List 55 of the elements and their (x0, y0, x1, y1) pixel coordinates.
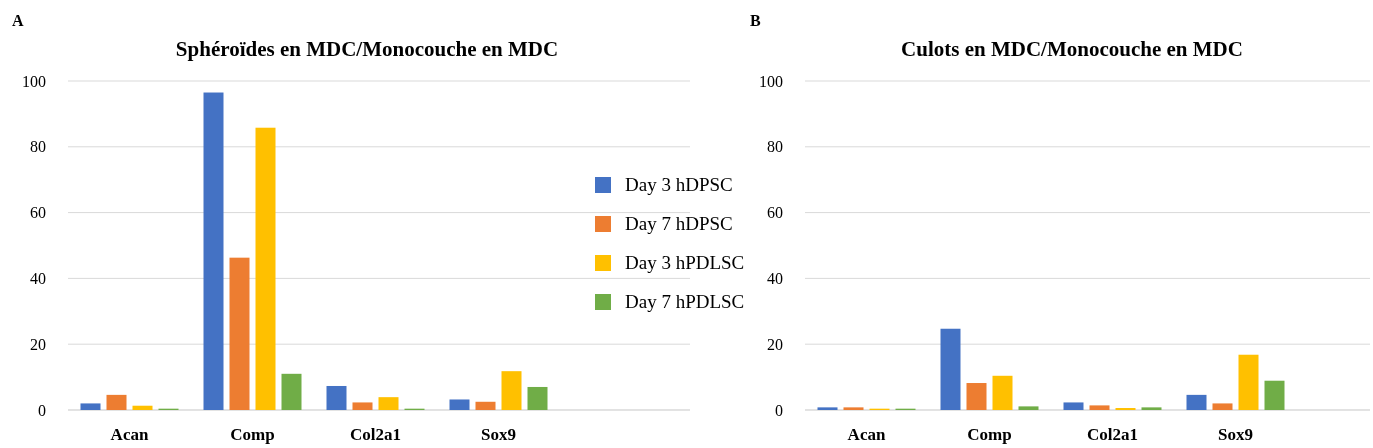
y-tick-label: 80 (30, 138, 46, 156)
bar (352, 402, 373, 410)
chart-title: Sphéroïdes en MDC/Monocouche en MDC (175, 37, 559, 61)
y-tick-label: 20 (30, 335, 46, 353)
y-tick-label: 60 (30, 204, 46, 222)
legend-label: Day 3 hDPSC (625, 174, 733, 195)
y-tick-label: 20 (767, 335, 783, 353)
x-tick-label: Col2a1 (1087, 425, 1138, 445)
bar (326, 385, 347, 410)
text: B (750, 12, 761, 29)
legend-label: Day 3 hPDLSC (625, 252, 745, 273)
bar (1212, 403, 1233, 410)
bar (817, 407, 838, 410)
bar (449, 399, 470, 410)
y-tick-label: 0 (38, 401, 46, 419)
bar (475, 401, 496, 410)
bar (1238, 354, 1259, 410)
y-tick-label: 100 (22, 72, 46, 90)
y-tick-label: 100 (759, 72, 783, 90)
y-tick-label: 40 (767, 270, 783, 288)
bar (106, 394, 127, 410)
legend-label: Day 7 hDPSC (625, 213, 733, 234)
bar (1018, 406, 1039, 410)
bar (1186, 394, 1207, 410)
y-tick-label: 60 (767, 204, 783, 222)
bar (281, 373, 302, 410)
bar (1141, 407, 1162, 410)
bar (1063, 402, 1084, 410)
x-tick-label: Comp (967, 425, 1012, 445)
x-tick-label: Comp (230, 425, 275, 445)
bar (1264, 380, 1285, 410)
chart-title: Culots en MDC/Monocouche en MDC (901, 37, 1243, 61)
x-tick-label: Sox9 (1218, 425, 1253, 445)
bar (255, 127, 276, 410)
y-tick-label: 40 (30, 270, 46, 288)
text: A (12, 12, 24, 29)
bar (966, 383, 987, 410)
bar (527, 386, 548, 410)
bar (992, 375, 1013, 410)
bar (229, 257, 250, 410)
x-tick-label: Sox9 (481, 425, 516, 445)
x-tick-label: Col2a1 (350, 425, 401, 445)
bar (378, 397, 399, 410)
y-tick-label: 80 (767, 138, 783, 156)
x-tick-label: Acan (847, 425, 886, 445)
bar (80, 403, 101, 410)
bar (1089, 405, 1110, 410)
legend-label: Day 7 hPDLSC (625, 291, 745, 312)
bar (843, 407, 864, 410)
bar (501, 371, 522, 410)
y-tick-label: 0 (775, 401, 783, 419)
bar (132, 405, 153, 410)
x-tick-label: Acan (110, 425, 149, 445)
bar (203, 92, 224, 410)
bar (940, 328, 961, 410)
